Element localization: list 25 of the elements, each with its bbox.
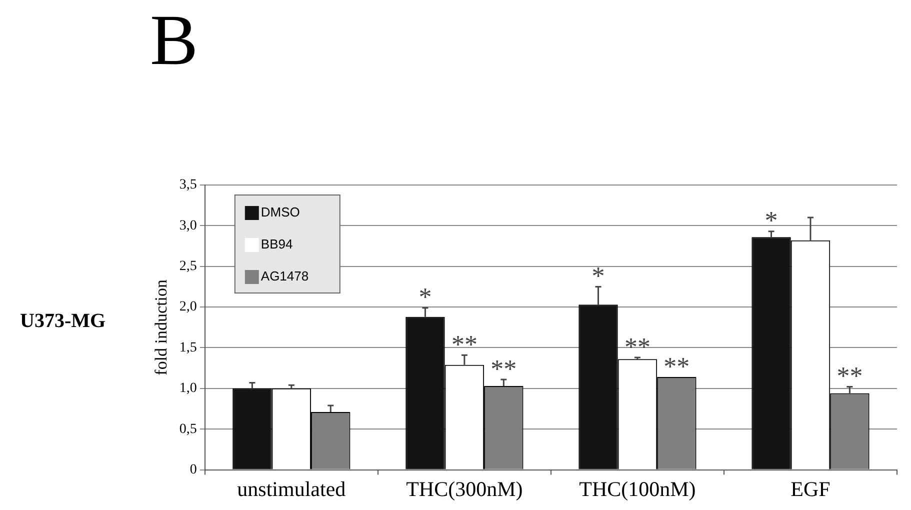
data-label: ** xyxy=(664,352,690,381)
y-tick-label: 3,0 xyxy=(179,218,197,234)
text: U373-MG xyxy=(20,310,106,333)
y-tick-label: 2,0 xyxy=(179,300,197,315)
chart-title: B xyxy=(150,0,198,80)
legend-label: DMSO xyxy=(260,204,300,220)
x-tick-label: unstimulated xyxy=(237,476,346,501)
data-label: * xyxy=(764,206,778,236)
data-label: * xyxy=(418,282,432,312)
x-tick-label: THC(300nM) xyxy=(406,476,523,501)
x-tick-label: THC(100nM) xyxy=(579,476,696,501)
y-tick-label: 0,5 xyxy=(179,422,197,437)
data-label: ** xyxy=(836,362,863,391)
y-tick-label: 0 xyxy=(190,462,197,478)
data-label: ** xyxy=(451,330,478,359)
legend-label: AG1478 xyxy=(260,268,309,284)
y-tick-label: 3,5 xyxy=(179,178,197,193)
x-tick-label: EGF xyxy=(790,476,830,501)
y-tick-label: 1,5 xyxy=(179,340,197,356)
data-label: ** xyxy=(490,354,517,384)
legend-label: BB94 xyxy=(260,236,293,252)
y-axis-title: fold induction xyxy=(152,278,171,376)
data-label: * xyxy=(592,262,605,291)
y-tick-label: 1,0 xyxy=(179,381,197,396)
y-tick-label: 2,5 xyxy=(179,259,197,274)
